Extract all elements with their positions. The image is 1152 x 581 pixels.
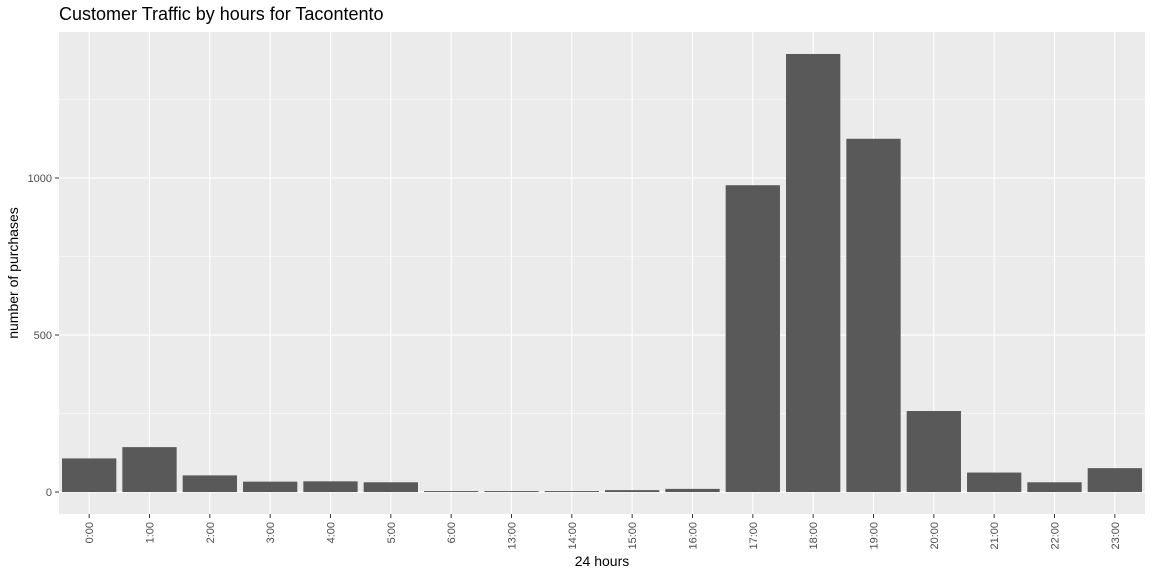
y-tick-label: 1000 bbox=[28, 173, 52, 185]
bar-19:00 bbox=[846, 138, 901, 493]
x-tick-label: 3:00 bbox=[265, 522, 277, 543]
x-tick-label: 2:00 bbox=[205, 522, 217, 543]
x-axis-title: 24 hours bbox=[575, 553, 629, 569]
y-tick-label: 0 bbox=[46, 487, 52, 499]
x-tick-label: 21:00 bbox=[989, 522, 1001, 550]
bar-2:00 bbox=[182, 475, 237, 493]
x-tick-label: 15:00 bbox=[627, 522, 639, 550]
x-tick-label: 19:00 bbox=[869, 522, 881, 550]
bars-group bbox=[62, 53, 1142, 493]
x-tick-label: 14:00 bbox=[567, 522, 579, 550]
bar-17:00 bbox=[725, 185, 780, 493]
x-tick-label: 6:00 bbox=[446, 522, 458, 543]
plot-panel bbox=[59, 32, 1145, 514]
x-tick-label: 0:00 bbox=[84, 522, 96, 543]
x-tick-label: 4:00 bbox=[326, 522, 338, 543]
y-axis: 0 500 1000 bbox=[28, 173, 59, 499]
grid-minor bbox=[59, 99, 1145, 414]
bar-13:00 bbox=[484, 491, 539, 493]
bar-15:00 bbox=[605, 490, 660, 493]
x-tick-label: 5:00 bbox=[386, 522, 398, 543]
bar-0:00 bbox=[62, 458, 117, 493]
bar-20:00 bbox=[906, 411, 961, 493]
x-axis: 0:00 1:00 2:00 3:00 4:00 5:00 6:00 13:00 14:00 15… bbox=[84, 514, 1122, 550]
x-tick-label: 22:00 bbox=[1050, 522, 1062, 550]
bar-1:00 bbox=[122, 447, 177, 493]
bar-21:00 bbox=[967, 472, 1022, 493]
bar-5:00 bbox=[363, 482, 418, 493]
y-axis-title: number of purchases bbox=[5, 207, 21, 339]
bar-18:00 bbox=[786, 53, 841, 493]
chart-title: Customer Traffic by hours for Tacontento bbox=[59, 4, 384, 24]
bar-3:00 bbox=[243, 481, 298, 493]
bar-6:00 bbox=[424, 491, 479, 493]
x-tick-label: 20:00 bbox=[929, 522, 941, 550]
bar-22:00 bbox=[1027, 482, 1082, 493]
bar-23:00 bbox=[1087, 468, 1142, 493]
y-tick-label: 500 bbox=[34, 330, 52, 342]
bar-4:00 bbox=[303, 481, 358, 493]
x-tick-label: 16:00 bbox=[688, 522, 700, 550]
x-tick-label: 1:00 bbox=[145, 522, 157, 543]
x-tick-label: 13:00 bbox=[507, 522, 519, 550]
x-tick-label: 17:00 bbox=[748, 522, 760, 550]
x-tick-label: 18:00 bbox=[808, 522, 820, 550]
bar-16:00 bbox=[665, 488, 720, 493]
bar-14:00 bbox=[544, 491, 599, 493]
x-tick-label: 23:00 bbox=[1110, 522, 1122, 550]
